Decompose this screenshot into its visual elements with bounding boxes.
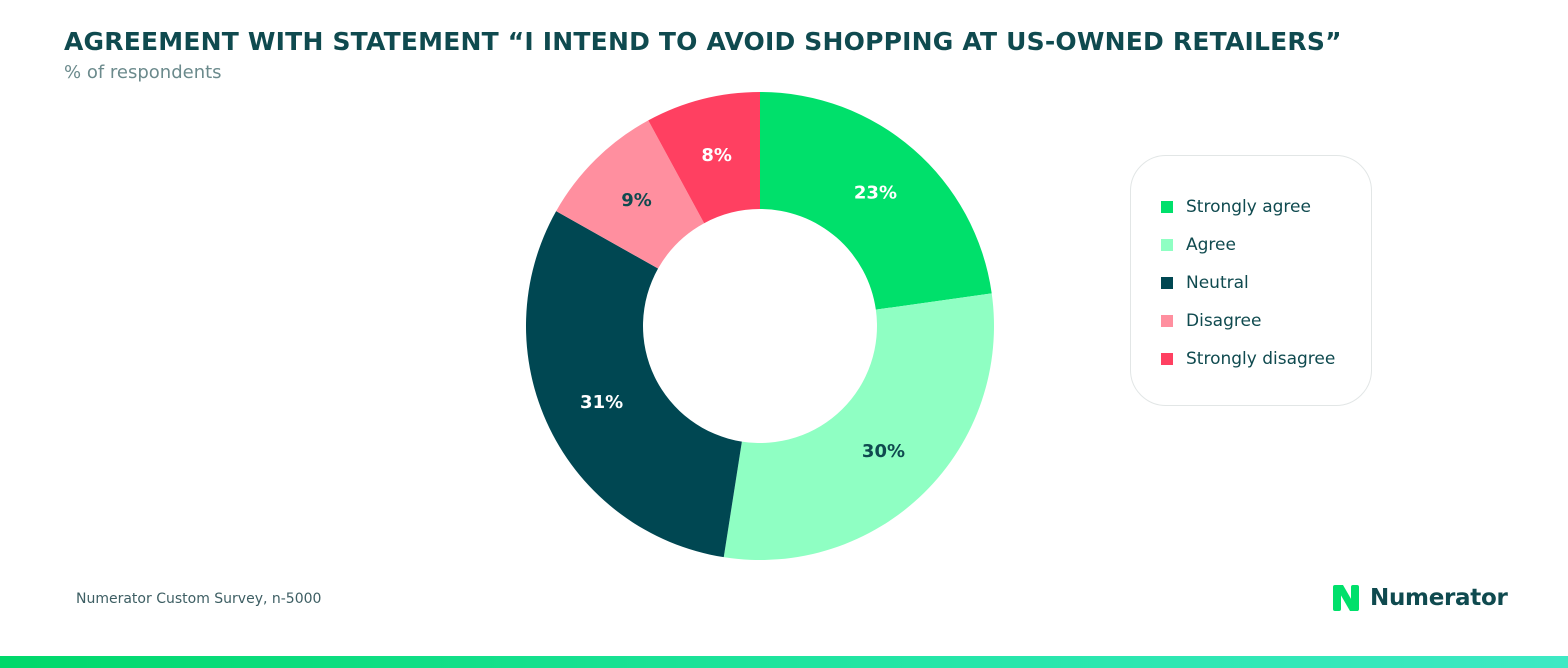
legend-item-strongly-disagree: Strongly disagree: [1161, 349, 1335, 369]
slice-value-label: 9%: [621, 190, 652, 211]
chart-title: AGREEMENT WITH STATEMENT “I INTEND TO AV…: [64, 27, 1342, 56]
slice-value-label: 23%: [854, 183, 897, 204]
accent-bar: [0, 656, 1568, 668]
legend-label: Agree: [1186, 235, 1236, 255]
legend-item-agree: Agree: [1161, 235, 1236, 255]
donut-slice-strongly-agree: [760, 92, 992, 310]
legend-swatch: [1161, 277, 1173, 289]
brand-name: Numerator: [1370, 585, 1508, 611]
legend-item-neutral: Neutral: [1161, 273, 1249, 293]
slice-value-label: 31%: [580, 392, 623, 413]
legend-item-disagree: Disagree: [1161, 311, 1261, 331]
chart-subtitle: % of respondents: [64, 62, 222, 83]
legend-label: Neutral: [1186, 273, 1249, 293]
slice-value-label: 30%: [862, 441, 905, 462]
legend-label: Strongly agree: [1186, 197, 1311, 217]
legend-swatch: [1161, 315, 1173, 327]
donut-slice-strongly-disagree: [648, 92, 760, 224]
legend-swatch: [1161, 239, 1173, 251]
legend-label: Strongly disagree: [1186, 349, 1336, 369]
legend-item-strongly-agree: Strongly agree: [1161, 197, 1311, 217]
chart-legend: Strongly agree Agree Neutral Disagree St…: [1130, 155, 1372, 406]
donut-slice-disagree: [556, 120, 705, 269]
slice-value-label: 8%: [701, 145, 732, 166]
legend-swatch: [1161, 201, 1173, 213]
donut-slice-agree: [723, 293, 995, 560]
legend-swatch: [1161, 353, 1173, 365]
source-note: Numerator Custom Survey, n-5000: [76, 591, 322, 607]
numerator-logo: Numerator: [1332, 584, 1508, 612]
numerator-logo-icon: [1333, 585, 1359, 611]
donut-slice-neutral: [526, 211, 742, 558]
legend-label: Disagree: [1186, 311, 1262, 331]
